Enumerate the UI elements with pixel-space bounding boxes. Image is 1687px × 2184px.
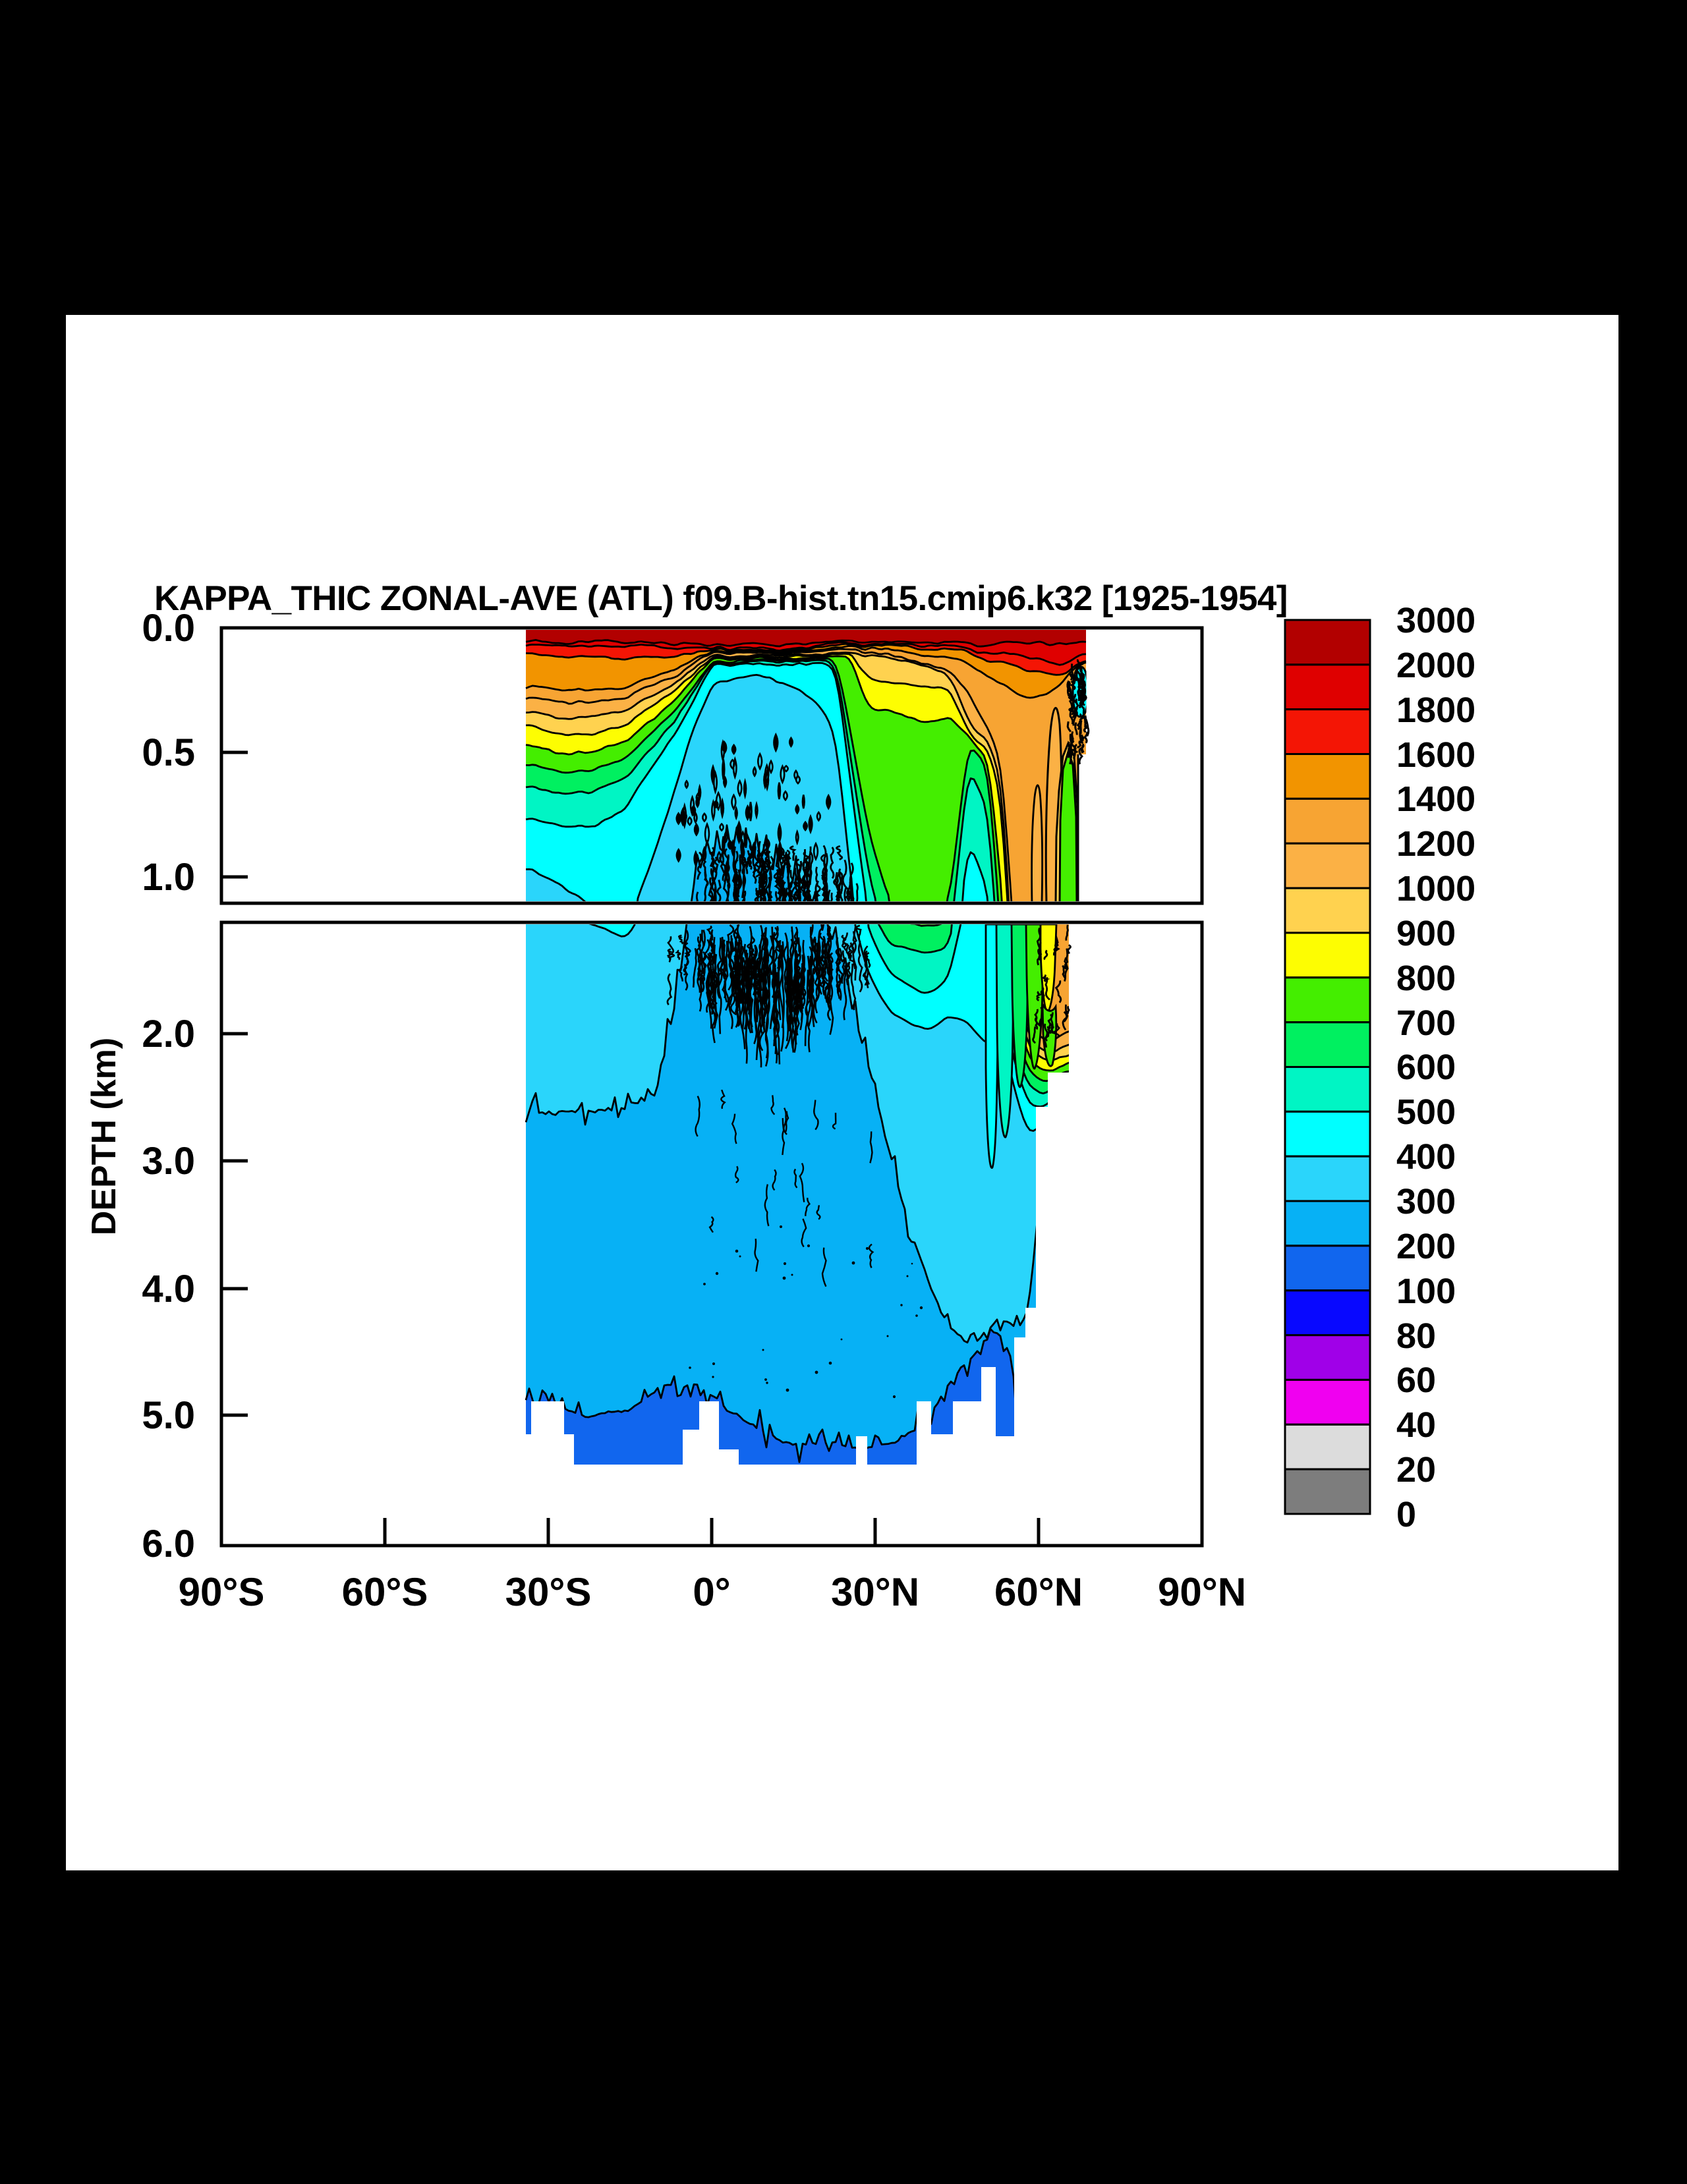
svg-text:1800: 1800 bbox=[1396, 690, 1475, 730]
svg-text:600: 600 bbox=[1396, 1048, 1456, 1087]
svg-text:80: 80 bbox=[1396, 1316, 1436, 1356]
svg-text:2.0: 2.0 bbox=[142, 1013, 195, 1055]
svg-text:60°N: 60°N bbox=[994, 1570, 1083, 1614]
svg-text:30°S: 30°S bbox=[505, 1570, 592, 1614]
svg-text:1200: 1200 bbox=[1396, 824, 1475, 864]
svg-text:100: 100 bbox=[1396, 1272, 1456, 1311]
svg-text:400: 400 bbox=[1396, 1137, 1456, 1177]
svg-text:2000: 2000 bbox=[1396, 646, 1475, 685]
svg-text:20: 20 bbox=[1396, 1450, 1436, 1490]
svg-text:900: 900 bbox=[1396, 914, 1456, 953]
svg-text:KAPPA_THIC ZONAL-AVE (ATL) f09: KAPPA_THIC ZONAL-AVE (ATL) f09.B-hist.tn… bbox=[154, 579, 1288, 618]
svg-text:0: 0 bbox=[1396, 1495, 1416, 1534]
svg-text:6.0: 6.0 bbox=[142, 1523, 195, 1565]
svg-text:3.0: 3.0 bbox=[142, 1140, 195, 1183]
svg-text:0°: 0° bbox=[693, 1570, 730, 1614]
svg-text:60: 60 bbox=[1396, 1360, 1436, 1400]
svg-text:30°N: 30°N bbox=[831, 1570, 919, 1614]
svg-text:90°N: 90°N bbox=[1158, 1570, 1246, 1614]
svg-text:700: 700 bbox=[1396, 1003, 1456, 1043]
svg-text:500: 500 bbox=[1396, 1092, 1456, 1132]
svg-text:1.0: 1.0 bbox=[142, 856, 195, 899]
svg-text:5.0: 5.0 bbox=[142, 1394, 195, 1437]
svg-text:0.0: 0.0 bbox=[142, 607, 195, 650]
svg-text:3000: 3000 bbox=[1396, 601, 1475, 640]
svg-text:0.5: 0.5 bbox=[142, 731, 195, 774]
svg-text:800: 800 bbox=[1396, 959, 1456, 998]
svg-text:1600: 1600 bbox=[1396, 735, 1475, 775]
svg-text:300: 300 bbox=[1396, 1182, 1456, 1221]
svg-text:1400: 1400 bbox=[1396, 779, 1475, 819]
svg-text:DEPTH (km): DEPTH (km) bbox=[85, 1038, 123, 1235]
svg-text:60°S: 60°S bbox=[342, 1570, 428, 1614]
svg-text:40: 40 bbox=[1396, 1405, 1436, 1445]
svg-text:1000: 1000 bbox=[1396, 869, 1475, 909]
svg-text:200: 200 bbox=[1396, 1227, 1456, 1266]
svg-text:4.0: 4.0 bbox=[142, 1268, 195, 1310]
svg-text:90°S: 90°S bbox=[179, 1570, 265, 1614]
